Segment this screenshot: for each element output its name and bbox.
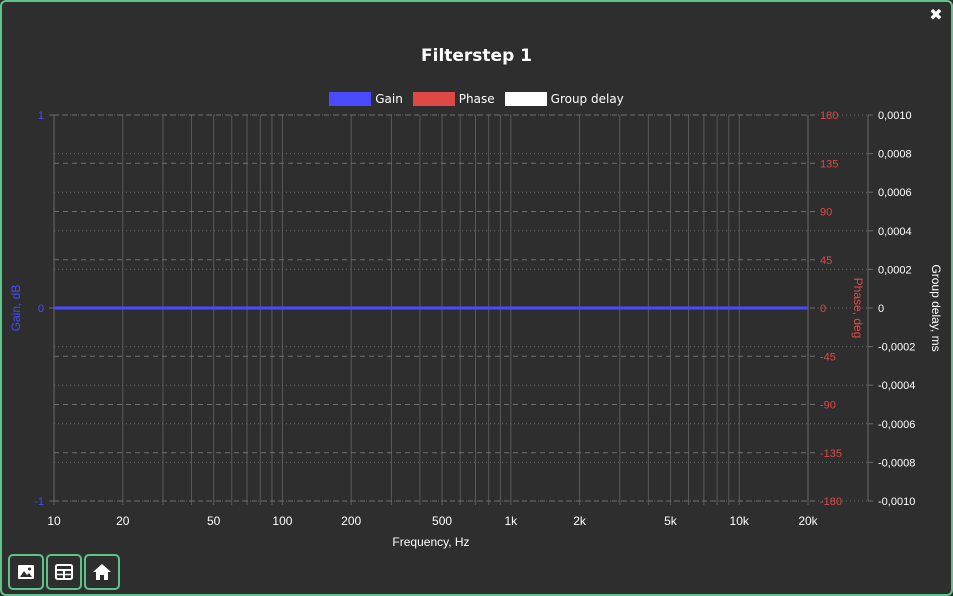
legend-swatch-gain: [329, 92, 372, 106]
x-tick-label: 1k: [504, 514, 518, 528]
x-tick-label: 500: [432, 514, 452, 528]
y-axis-label-delay: Group delay, ms: [929, 264, 943, 351]
legend-label-phase: Phase: [458, 92, 495, 106]
y-tick-label-phase: -135: [820, 448, 842, 460]
y-tick-label-gain: 1: [38, 110, 44, 122]
legend-item-group-delay[interactable]: Group delay: [504, 92, 624, 106]
y-tick-label-delay: -0,0008: [878, 457, 915, 469]
x-tick-label: 100: [272, 514, 292, 528]
y-tick-label-phase: -45: [820, 351, 836, 363]
x-tick-label: 10: [47, 514, 61, 528]
y-tick-label-gain: 0: [38, 303, 44, 315]
y-tick-label-delay: 0,0006: [878, 187, 912, 199]
legend-label-gain: Gain: [375, 92, 403, 106]
x-tick-label: 2k: [573, 514, 587, 528]
x-tick-label: 20k: [798, 514, 818, 528]
image-icon: [18, 565, 34, 579]
y-tick-label-phase: -90: [820, 400, 836, 412]
x-tick-label: 10k: [730, 514, 750, 528]
y-tick-label-delay: -0,0004: [878, 380, 915, 392]
y-tick-label-delay: -0,0006: [878, 419, 915, 431]
home-button[interactable]: [84, 554, 120, 590]
y-tick-label-phase: 0: [820, 303, 826, 315]
y-tick-label-delay: -0,0010: [878, 496, 915, 508]
home-icon: [93, 564, 111, 580]
x-tick-label: 50: [207, 514, 221, 528]
y-tick-label-phase: 90: [820, 207, 832, 219]
y-axis-label-gain: Gain, dB: [9, 285, 23, 332]
x-axis-label: Frequency, Hz: [392, 535, 469, 549]
y-tick-label-delay: -0,0002: [878, 342, 915, 354]
legend-item-gain[interactable]: Gain: [329, 92, 403, 106]
x-tick-label: 20: [116, 514, 130, 528]
y-tick-label-phase: 135: [820, 158, 838, 170]
x-tick-label: 200: [341, 514, 361, 528]
save-image-button[interactable]: [8, 554, 44, 590]
chart-toolbar: [8, 554, 120, 590]
y-tick-label-delay: 0,0004: [878, 226, 912, 238]
table-button[interactable]: [46, 554, 82, 590]
y-tick-label-phase: 180: [820, 110, 838, 122]
legend: Gain Phase Group delay: [2, 92, 951, 106]
y-tick-label-delay: 0,0010: [878, 110, 912, 122]
legend-label-group-delay: Group delay: [550, 92, 624, 106]
chart-title: Filterstep 1: [421, 46, 532, 66]
close-icon[interactable]: ✖: [929, 5, 943, 24]
legend-swatch-phase: [412, 92, 455, 106]
legend-swatch-group-delay: [504, 92, 547, 106]
y-tick-label-phase: 45: [820, 255, 832, 267]
y-tick-label-phase: -180: [820, 496, 842, 508]
y-tick-label-delay: 0: [878, 303, 884, 315]
y-tick-label-gain: -1: [34, 496, 44, 508]
y-tick-label-delay: 0,0002: [878, 264, 912, 276]
x-tick-label: 5k: [664, 514, 678, 528]
legend-item-phase[interactable]: Phase: [412, 92, 495, 106]
y-axis-label-phase: Phase, deg: [851, 278, 865, 339]
table-icon: [55, 564, 73, 580]
y-tick-label-delay: 0,0008: [878, 149, 912, 161]
